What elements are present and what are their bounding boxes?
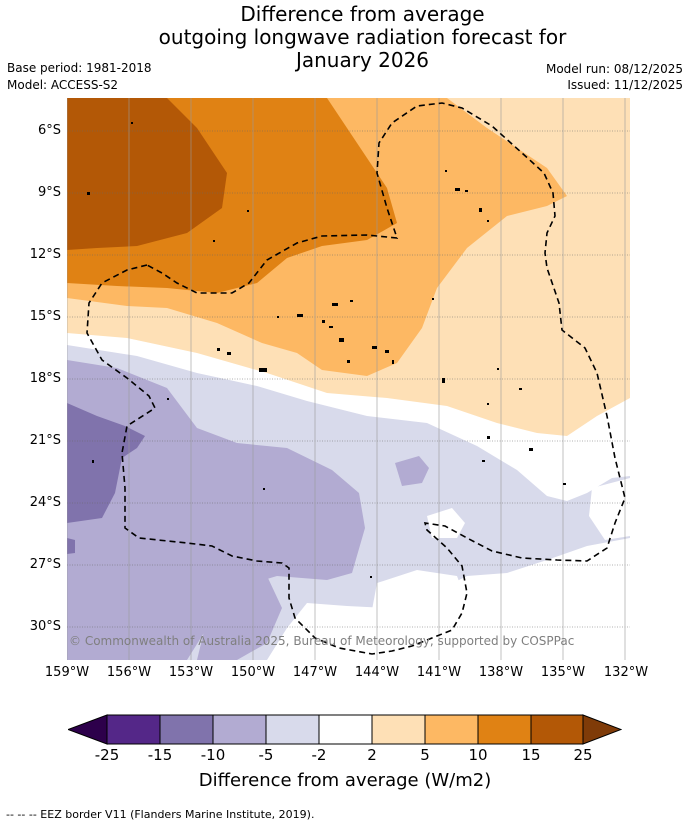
lon-label-138w: 138°W (478, 665, 524, 680)
colorbar-tick-4: -2 (311, 746, 327, 764)
model-label: Model: ACCESS-S2 (7, 78, 119, 92)
lat-label-15s: 15°S (29, 309, 61, 324)
lat-label-12s: 12°S (29, 247, 61, 262)
colorbar (68, 714, 622, 745)
colorbar-segment-5 (318, 714, 373, 745)
region-medium-lavender-patch-2 (197, 576, 282, 660)
lat-label-9s: 9°S (37, 185, 61, 200)
lat-label-27s: 27°S (29, 557, 61, 572)
colorbar-tick-6: 5 (420, 746, 430, 764)
colorbar-tick-5: 2 (367, 746, 377, 764)
lon-label-156w: 156°W (106, 665, 152, 680)
issued-label: Issued: 11/12/2025 (567, 78, 683, 92)
base-period-label: Base period: 1981-2018 (7, 61, 152, 75)
region-dark-lavender (67, 403, 145, 523)
region-neutral-patch-1 (427, 508, 465, 538)
lat-label-24s: 24°S (29, 495, 61, 510)
eez-border (86, 102, 626, 655)
region-medium-lavender-patch (395, 456, 429, 486)
colorbar-tick-9: 25 (573, 746, 593, 764)
region-darkest-orange (67, 98, 227, 250)
colorbar-tick-7: 10 (468, 746, 488, 764)
colorbar-segment-7 (424, 714, 479, 745)
colorbar-tick-0: -25 (94, 746, 120, 764)
colorbar-segment-3 (212, 714, 267, 745)
model-run-label: Model run: 08/12/2025 (545, 62, 683, 76)
meridian-lines (67, 98, 626, 660)
colorbar-segment-above (582, 714, 622, 745)
colorbar-tick-8: 15 (521, 746, 541, 764)
colorbar-segment-8 (477, 714, 532, 745)
colorbar-segment-4 (265, 714, 320, 745)
lon-label-135w: 135°W (540, 665, 586, 680)
copyright-notice: © Commonwealth of Australia 2025, Bureau… (69, 634, 575, 648)
region-dark-lavender-patch (67, 538, 75, 554)
lat-label-30s: 30°S (29, 619, 61, 634)
lon-label-141w: 141°W (416, 665, 462, 680)
lat-label-18s: 18°S (29, 371, 61, 386)
lat-label-6s: 6°S (37, 123, 61, 138)
colorbar-segment-1 (106, 714, 161, 745)
map-title-line-2: outgoing longwave radiation forecast for (158, 25, 567, 49)
colorbar-segment-9 (530, 714, 584, 745)
map-title-line-1: Difference from average (240, 2, 485, 26)
forecast-map (67, 98, 630, 660)
colorbar-segment-below (68, 714, 108, 745)
island-markers (87, 122, 566, 578)
region-neutral-patch-3 (589, 478, 630, 540)
lon-label-147w: 147°W (292, 665, 338, 680)
colorbar-title: Difference from average (W/m2) (198, 770, 492, 791)
colorbar-tick-2: -10 (200, 746, 226, 764)
lon-label-150w: 150°W (230, 665, 276, 680)
colorbar-segment-2 (159, 714, 214, 745)
colorbar-tick-3: -5 (258, 746, 274, 764)
lon-label-132w: 132°W (603, 665, 649, 680)
lon-label-159w: 159°W (44, 665, 90, 680)
lat-label-21s: 21°S (29, 433, 61, 448)
lon-label-153w: 153°W (168, 665, 214, 680)
eez-border-note: -- -- -- EEZ border V11 (Flanders Marine… (6, 808, 315, 821)
map-title-line-3: January 2026 (295, 48, 430, 72)
colorbar-tick-1: -15 (147, 746, 173, 764)
lon-label-144w: 144°W (354, 665, 400, 680)
region-neutral-patch-2 (372, 570, 467, 660)
colorbar-segment-6 (371, 714, 426, 745)
